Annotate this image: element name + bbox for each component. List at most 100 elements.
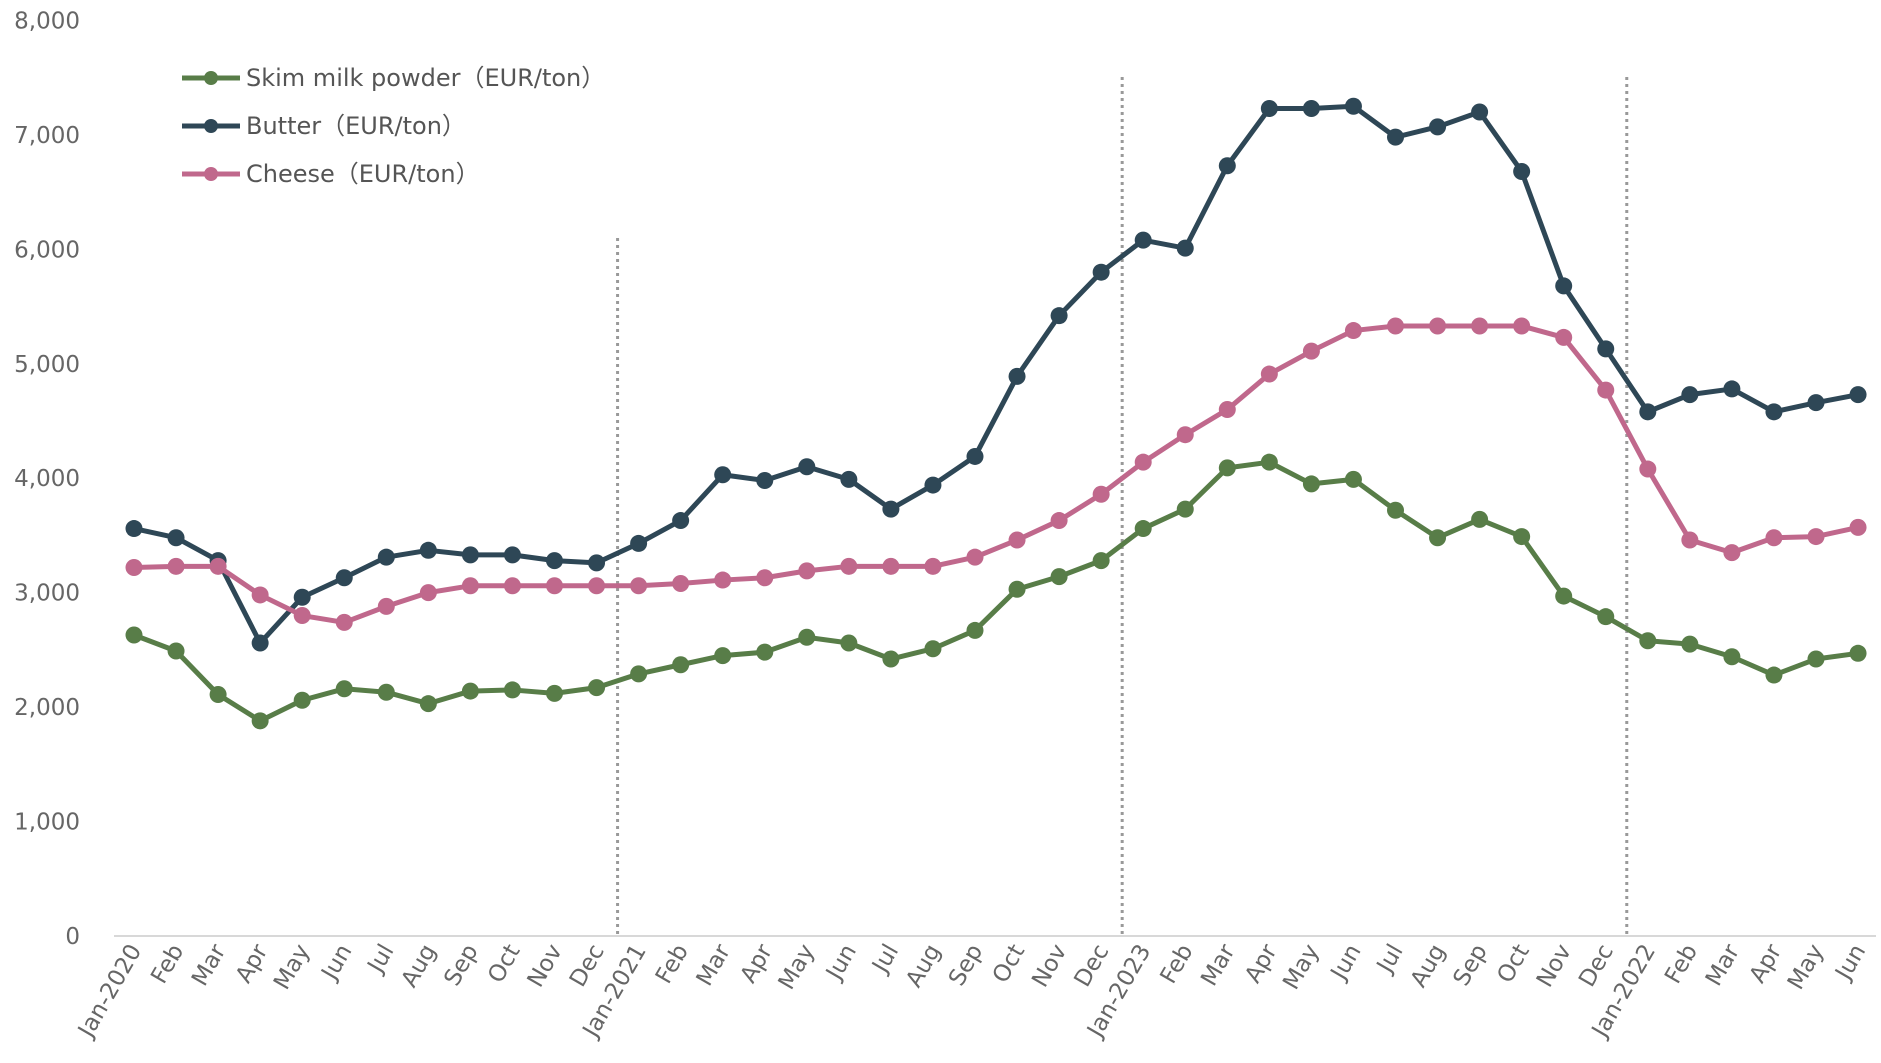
point <box>966 621 984 639</box>
point <box>672 656 690 674</box>
x-tick-label: Oct <box>483 940 525 987</box>
x-tick-label: Aug <box>397 940 442 992</box>
point <box>672 512 690 530</box>
point <box>1008 580 1026 598</box>
x-tick-label: Jun <box>1830 940 1871 986</box>
x-tick-label: Jul <box>867 940 904 979</box>
x-tick-label: May <box>1278 940 1324 994</box>
point <box>1176 426 1194 444</box>
point <box>840 557 858 575</box>
point <box>1723 648 1741 666</box>
x-tick-label: Sep <box>944 940 988 991</box>
point <box>1765 666 1783 684</box>
point <box>251 712 269 730</box>
point <box>1050 568 1068 586</box>
y-tick-label: 6,000 <box>14 237 80 263</box>
point <box>1681 531 1699 549</box>
point <box>1471 317 1489 335</box>
x-tick-label: May <box>269 940 315 994</box>
x-tick-label: Jun <box>1325 940 1366 986</box>
point <box>630 577 648 595</box>
point <box>1260 100 1278 118</box>
point <box>1765 403 1783 421</box>
point <box>167 642 185 660</box>
point <box>1008 531 1026 549</box>
point <box>1092 552 1110 570</box>
point <box>1092 263 1110 281</box>
x-tick-label: Aug <box>1406 940 1451 992</box>
point <box>503 546 521 564</box>
point <box>1387 317 1404 335</box>
point <box>335 613 353 631</box>
point <box>1176 500 1194 518</box>
y-tick-label: 8,000 <box>14 8 80 34</box>
point <box>672 574 690 592</box>
series-line <box>133 459 1859 724</box>
point <box>125 558 143 576</box>
point <box>1302 100 1320 118</box>
point <box>840 634 858 652</box>
point <box>1134 453 1152 471</box>
point <box>503 577 521 595</box>
point <box>1387 501 1404 519</box>
point <box>1260 365 1278 383</box>
point <box>377 548 395 566</box>
point <box>966 548 984 566</box>
point <box>1807 394 1825 412</box>
point <box>714 466 732 484</box>
point <box>840 470 858 488</box>
legend-label: Butter（EUR/ton） <box>246 112 466 140</box>
point <box>714 571 732 589</box>
point <box>419 584 437 602</box>
point <box>1344 97 1362 115</box>
point <box>882 650 900 668</box>
y-tick-label: 2,000 <box>14 695 80 721</box>
point <box>714 647 732 665</box>
point <box>1218 157 1236 175</box>
point <box>1008 367 1026 385</box>
point <box>1092 485 1110 503</box>
point <box>1639 403 1657 421</box>
point <box>630 665 648 683</box>
point <box>924 476 942 494</box>
point <box>1471 103 1489 121</box>
point <box>377 683 395 701</box>
point <box>588 554 606 572</box>
x-tick-label: Nov <box>1532 940 1577 992</box>
point <box>966 447 984 465</box>
point <box>1597 608 1615 626</box>
point <box>1302 475 1320 493</box>
point <box>882 500 900 518</box>
legend-marker <box>204 167 218 181</box>
point <box>461 546 479 564</box>
point <box>1218 459 1236 477</box>
x-tick-label: May <box>774 940 820 994</box>
point <box>756 643 774 661</box>
x-tick-label: May <box>1783 940 1829 994</box>
x-tick-label: Feb <box>1660 940 1703 988</box>
x-tick-label: Feb <box>146 940 189 988</box>
point <box>1681 386 1699 404</box>
x-tick-label: Jul <box>362 940 399 979</box>
point <box>882 557 900 575</box>
x-tick-label: Jul <box>1371 940 1408 979</box>
point <box>1134 231 1152 249</box>
point <box>1807 650 1825 668</box>
point <box>377 597 395 615</box>
point <box>1807 528 1825 546</box>
x-tick-label: Mar <box>1196 940 1240 991</box>
point <box>924 557 942 575</box>
point <box>167 557 185 575</box>
y-tick-label: 4,000 <box>14 466 80 492</box>
point <box>125 520 143 538</box>
point <box>546 577 563 595</box>
point <box>209 557 227 575</box>
point <box>798 562 816 580</box>
legend-marker <box>204 119 218 133</box>
y-tick-label: 7,000 <box>14 123 80 149</box>
point <box>1555 277 1573 295</box>
point <box>756 569 774 587</box>
point <box>251 586 269 604</box>
point <box>419 695 437 713</box>
